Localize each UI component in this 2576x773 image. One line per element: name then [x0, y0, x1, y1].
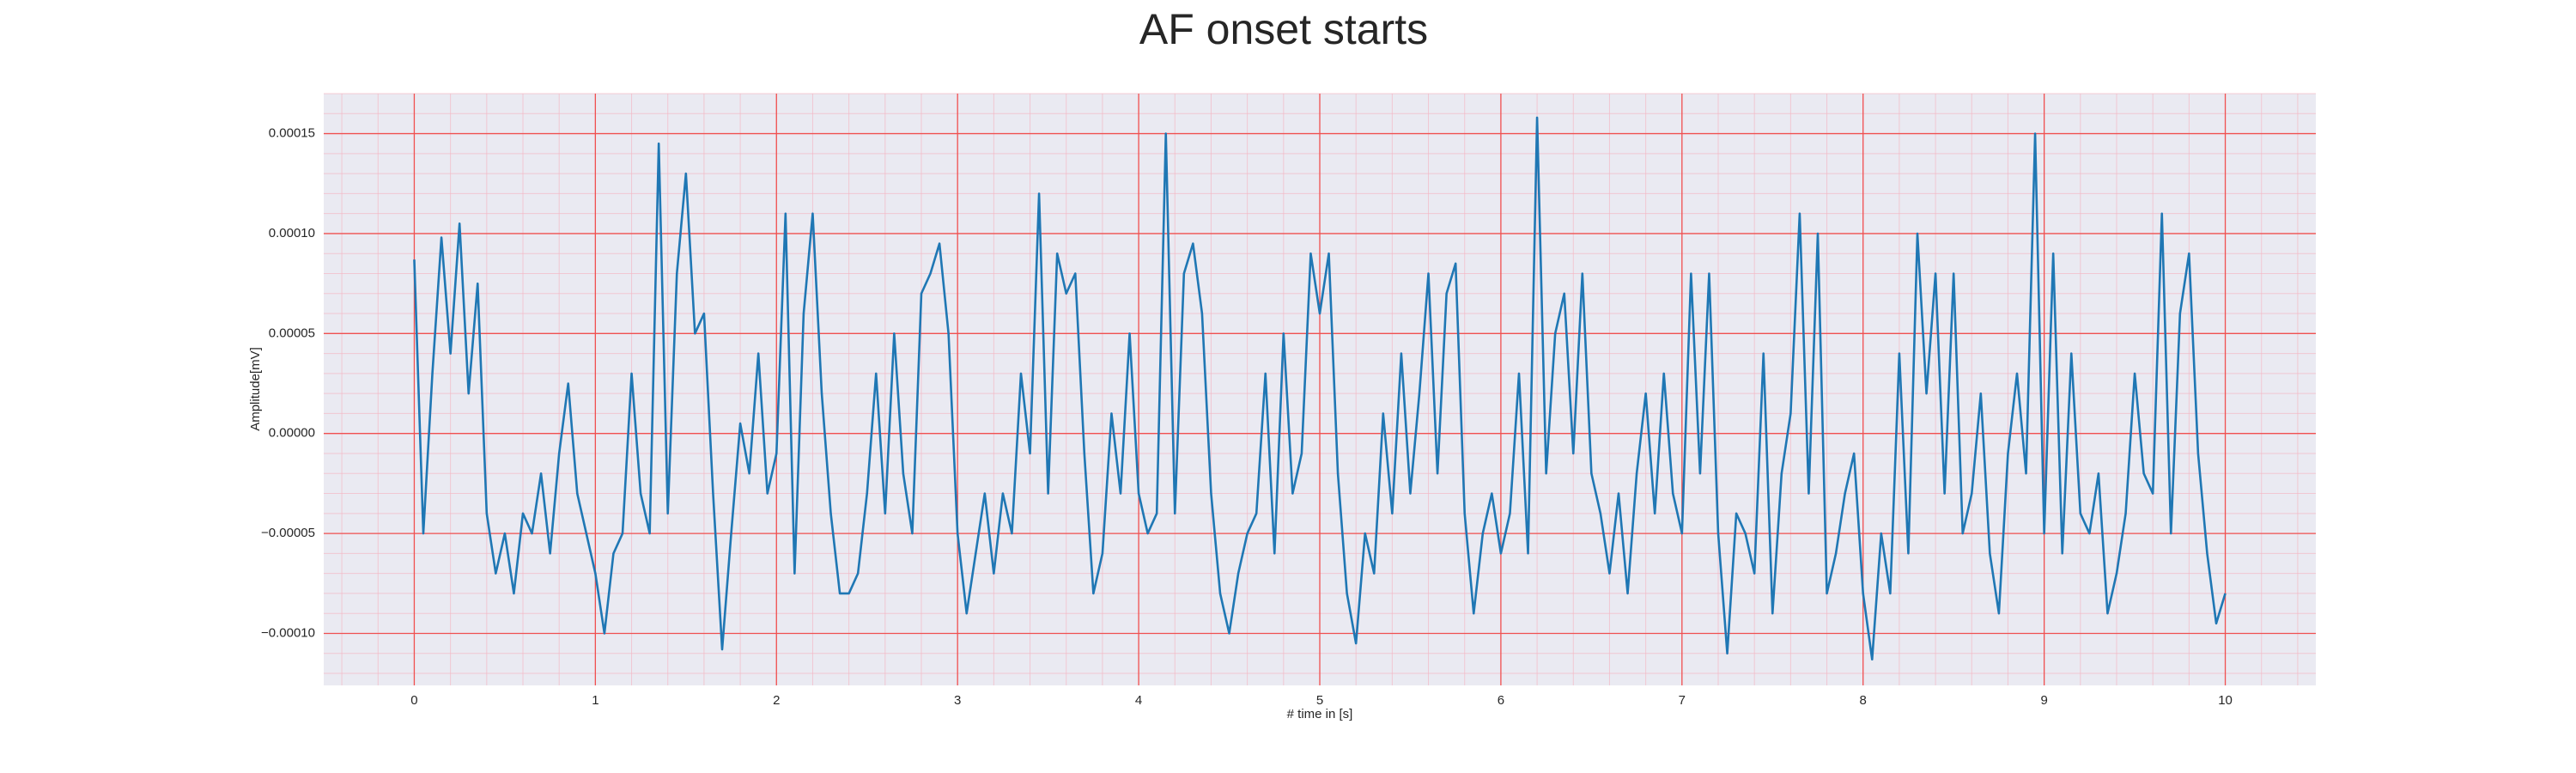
y-tick-label: 0.00010 — [269, 226, 315, 240]
x-tick-label: 2 — [773, 693, 780, 708]
y-tick-label: 0.00000 — [269, 426, 315, 441]
signal-line — [413, 116, 2227, 661]
x-tick-label: 3 — [954, 693, 961, 708]
x-tick-label: 1 — [592, 693, 598, 708]
chart-title: AF onset starts — [1139, 5, 1428, 53]
marks — [413, 116, 2227, 661]
x-tick-label: 4 — [1135, 693, 1142, 708]
x-tick-label: 9 — [2040, 693, 2047, 708]
x-tick-label: 6 — [1498, 693, 1504, 708]
x-tick-label: 5 — [1316, 693, 1323, 708]
y-tick-label: −0.00010 — [261, 625, 315, 640]
y-axis-label: Amplitude[mV] — [248, 347, 263, 431]
y-tick-label: 0.00005 — [269, 326, 315, 340]
y-tick-label: −0.00005 — [261, 526, 315, 540]
x-tick-label: 7 — [1679, 693, 1686, 708]
labels: 0 1 2 3 4 5 6 7 8 9 10 −0.00010 −0.00005 0.00000 0.000… — [261, 126, 2233, 708]
x-tick-label: 10 — [2218, 693, 2233, 708]
x-tick-label: 8 — [1860, 693, 1867, 708]
x-axis-label: # time in [s] — [1287, 707, 1353, 721]
y-tick-label: 0.00015 — [269, 126, 315, 141]
x-tick-label: 0 — [410, 693, 417, 708]
